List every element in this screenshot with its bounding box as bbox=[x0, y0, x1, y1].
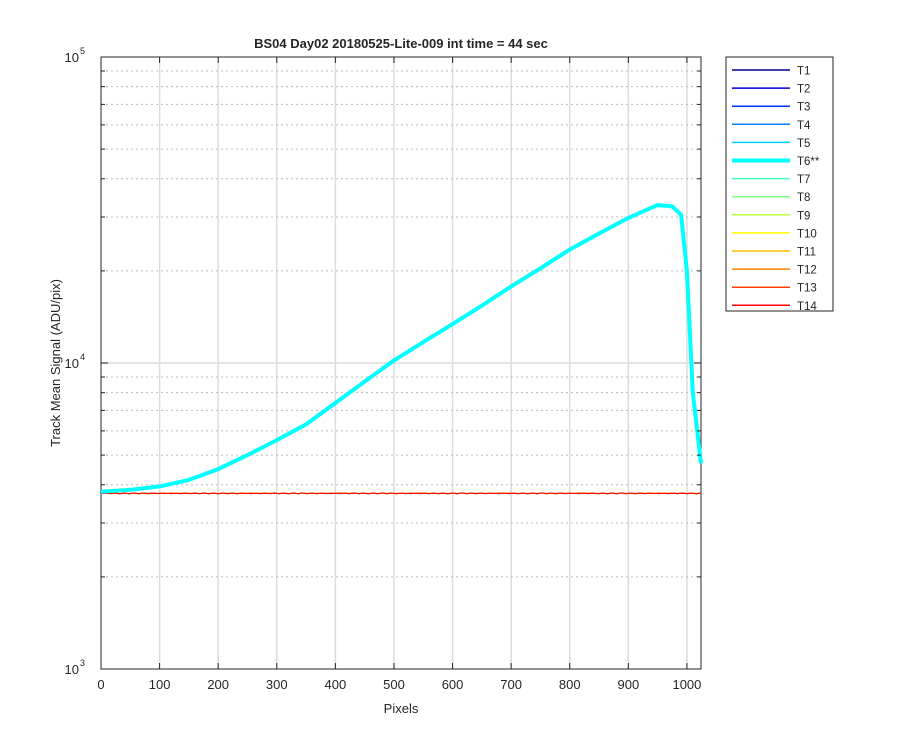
y-tick-label: 10 bbox=[65, 50, 79, 65]
legend-entry: T1 bbox=[797, 66, 810, 78]
legend-box bbox=[725, 56, 834, 312]
legend-entry: T3 bbox=[797, 102, 810, 114]
legend-entry: T13 bbox=[797, 283, 817, 295]
x-tick-label: 400 bbox=[325, 677, 347, 692]
y-tick-label: 10 bbox=[65, 356, 79, 371]
legend-entry: T10 bbox=[797, 228, 817, 240]
legend-entry: T9 bbox=[797, 210, 810, 222]
series-line-t6-highlight bbox=[100, 203, 703, 494]
y-tick-exponent: 4 bbox=[80, 352, 85, 362]
legend-entry: T7 bbox=[797, 174, 810, 186]
legend: T1 T2 T3 T4 T5 T6** T7 T8 T9 T10 T11 T12 T13 T14 bbox=[725, 56, 834, 313]
x-tick-label: 1000 bbox=[672, 677, 701, 692]
grid bbox=[101, 57, 701, 669]
chart-title: BS04 Day02 20180525-Lite-009 int time = … bbox=[254, 36, 548, 51]
x-tick-label: 600 bbox=[442, 677, 464, 692]
x-tick-label: 900 bbox=[617, 677, 639, 692]
y-tick-label: 10 bbox=[65, 662, 79, 677]
legend-entry: T12 bbox=[797, 265, 817, 277]
x-tick-label: 200 bbox=[207, 677, 229, 692]
series-group bbox=[100, 203, 703, 495]
legend-entry: T8 bbox=[797, 192, 810, 204]
x-tick-label: 700 bbox=[500, 677, 522, 692]
legend-entry: T5 bbox=[797, 138, 810, 150]
legend-entry: T6** bbox=[797, 156, 820, 168]
legend-entry: T4 bbox=[797, 120, 811, 132]
series-line-t14 bbox=[100, 492, 702, 495]
legend-entry: T14 bbox=[797, 301, 817, 313]
x-axis-label: Pixels bbox=[384, 701, 419, 716]
x-tick-label: 100 bbox=[149, 677, 171, 692]
y-tick-exponent: 5 bbox=[80, 46, 85, 56]
y-tick-exponent: 3 bbox=[80, 658, 85, 668]
x-tick-label: 800 bbox=[559, 677, 581, 692]
legend-entry: T2 bbox=[797, 84, 810, 96]
x-tick-label: 0 bbox=[97, 677, 104, 692]
y-axis-label: Track Mean Signal (ADU/pix) bbox=[48, 279, 63, 447]
legend-entry: T11 bbox=[797, 247, 816, 259]
x-tick-label: 300 bbox=[266, 677, 288, 692]
x-tick-label: 500 bbox=[383, 677, 405, 692]
